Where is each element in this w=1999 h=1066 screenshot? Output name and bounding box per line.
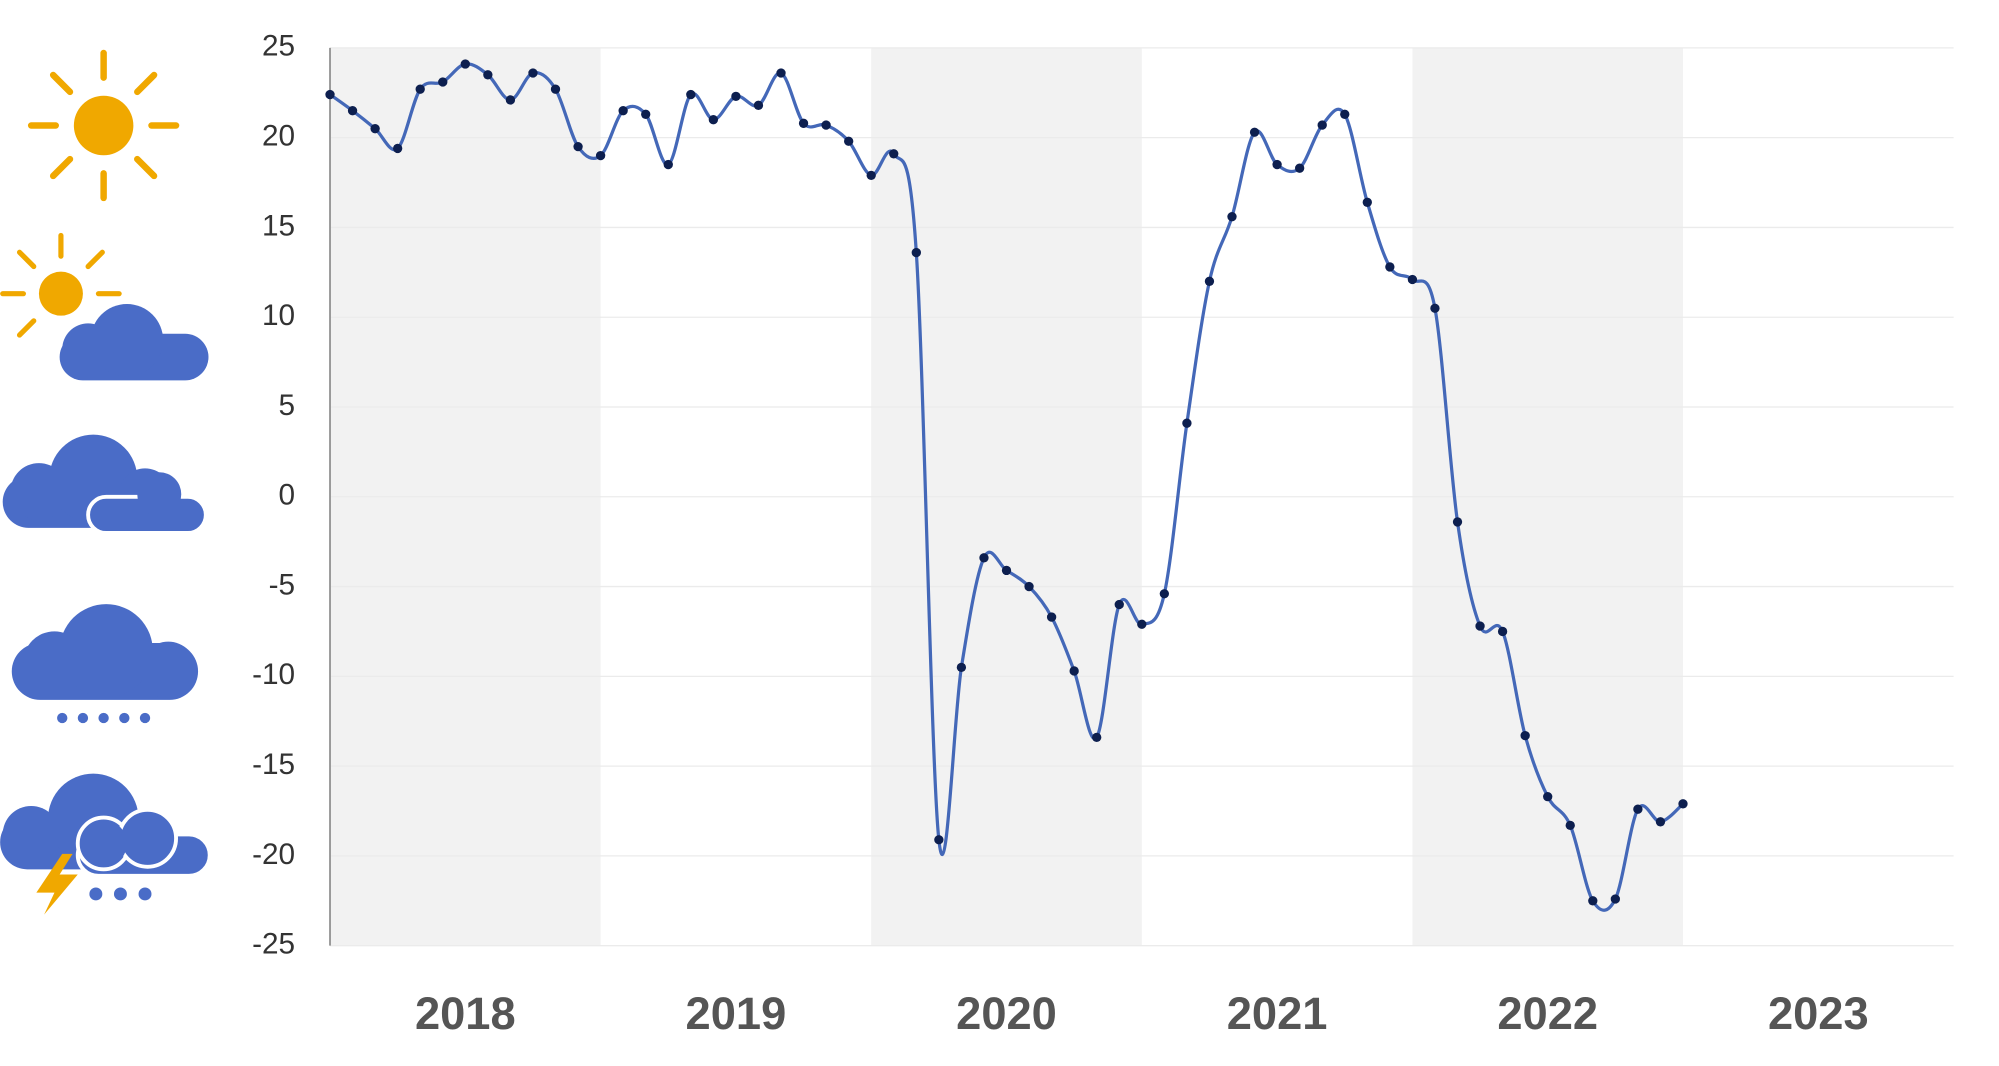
y-tick-label: 25: [262, 30, 295, 63]
data-point: [438, 77, 448, 87]
data-point: [1565, 820, 1575, 831]
data-point: [1452, 517, 1463, 527]
data-point: [1159, 589, 1170, 599]
data-point: [1092, 732, 1102, 743]
data-point: [1294, 163, 1305, 173]
data-point: [550, 84, 561, 94]
y-tick-label: -15: [252, 748, 295, 781]
data-point: [1001, 565, 1012, 576]
rain-icon: [11, 604, 199, 724]
plot-area: [325, 59, 1688, 912]
data-point: [641, 109, 651, 119]
x-tick-label: 2018: [415, 988, 516, 1039]
data-point: [1430, 303, 1440, 313]
data-point: [708, 115, 719, 125]
y-tick-label: 20: [262, 120, 295, 153]
x-tick-label: 2023: [1768, 988, 1869, 1039]
data-point: [753, 100, 764, 110]
data-point: [1046, 612, 1057, 622]
data-point: [776, 68, 786, 78]
data-point: [1024, 581, 1034, 592]
data-point: [798, 118, 809, 128]
data-point: [1588, 896, 1598, 906]
data-point: [979, 553, 989, 563]
data-point: [663, 159, 673, 170]
partly-cloudy-icon: [0, 232, 209, 381]
data-point: [1362, 197, 1372, 207]
data-point: [889, 149, 899, 159]
data-point: [866, 170, 876, 181]
data-point: [1543, 791, 1553, 802]
data-point: [956, 662, 967, 673]
data-point: [1137, 619, 1147, 629]
data-point: [1069, 666, 1079, 676]
storm-icon: [0, 773, 212, 915]
data-point: [1475, 621, 1485, 631]
data-point: [595, 150, 606, 161]
data-point: [370, 124, 380, 134]
data-point: [1610, 894, 1621, 904]
data-point: [1317, 120, 1327, 130]
data-point: [1204, 276, 1215, 286]
y-tick-label: 0: [279, 479, 296, 512]
x-tick-label: 2021: [1227, 988, 1328, 1039]
data-point: [1340, 109, 1350, 119]
data-point: [1182, 418, 1192, 428]
data-point: [1249, 127, 1260, 137]
data-point: [1497, 626, 1508, 637]
data-point: [1114, 599, 1124, 610]
data-point: [505, 95, 516, 105]
x-tick-label: 2020: [956, 988, 1057, 1039]
data-point: [325, 89, 335, 100]
data-point: [1520, 730, 1530, 741]
data-point: [934, 835, 944, 845]
data-point: [573, 141, 583, 152]
grid: [330, 47, 1954, 947]
data-point: [528, 68, 538, 78]
y-tick-label: 5: [279, 389, 296, 422]
data-point: [1633, 804, 1643, 814]
cloudy-icon: [2, 434, 208, 535]
sun-icon: [27, 49, 180, 202]
y-tick-label: 15: [262, 209, 295, 242]
data-point: [618, 106, 628, 116]
data-point: [1227, 211, 1237, 222]
data-point: [844, 136, 854, 146]
data-point: [821, 120, 831, 130]
y-tick-label: -10: [252, 658, 295, 691]
weather-icons: [0, 49, 212, 915]
data-point: [460, 59, 470, 69]
data-point: [686, 89, 696, 100]
x-tick-label: 2022: [1497, 988, 1598, 1039]
data-point: [483, 70, 493, 80]
x-tick-label: 2019: [686, 988, 787, 1039]
data-point: [1385, 262, 1395, 272]
y-tick-label: -5: [269, 568, 295, 601]
data-point: [347, 106, 358, 116]
y-tick-label: -20: [252, 838, 295, 871]
data-point: [1655, 817, 1666, 827]
data-point: [415, 84, 425, 94]
data-point: [1272, 159, 1282, 170]
y-tick-label: 10: [262, 299, 295, 332]
data-point: [1407, 274, 1418, 285]
data-point: [1678, 799, 1688, 809]
data-point: [911, 247, 921, 258]
data-point: [393, 143, 403, 154]
data-point: [731, 91, 741, 102]
y-tick-label: -25: [252, 928, 295, 961]
